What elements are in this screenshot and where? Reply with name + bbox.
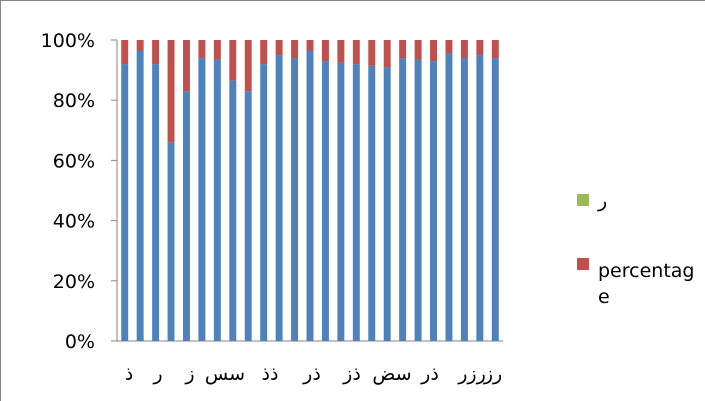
bar-segment-r [368,65,376,342]
bar-segment-percentage [399,40,407,59]
y-tick-label: 40% [53,211,95,233]
y-tick-label: 20% [53,271,95,293]
bar-segment-percentage [167,40,175,143]
bar-segment-r [460,58,468,342]
bar-segment-r [121,64,129,341]
bar-segment-r [430,61,437,341]
bar-segment-percentage [414,40,422,60]
bar-segment-percentage [291,40,299,59]
x-tick-label: ذذ [262,363,279,385]
bar-segment-percentage [275,40,283,56]
bar-segment-r [399,58,407,342]
x-tick-label: ذ [125,363,133,385]
bar-segment-percentage [121,40,129,65]
bar-segment-r [306,50,314,341]
legend-label-r: ر [597,190,607,212]
bar-segment-percentage [306,40,314,51]
bar-segment-percentage [476,40,484,56]
bar-segment-r [244,91,252,341]
legend-swatch-percentage [577,258,589,270]
x-tick-label: سس [205,363,245,385]
bar-segment-percentage [136,40,144,51]
bar-segment-percentage [152,40,160,65]
x-tick-label: ر [152,363,162,385]
bar-segment-r [445,53,453,342]
bar-series [121,40,499,342]
bar-segment-r [198,58,206,342]
bar-segment-percentage [321,40,329,62]
bar-segment-r [167,142,175,341]
x-tick-label: رزر [457,363,486,385]
legend: ر percentag e [577,190,694,308]
legend-label-percentage-line2: e [598,286,610,308]
y-tick-label: 0% [65,331,95,353]
x-tick-label: سض [372,363,411,385]
bar-segment-percentage [352,40,360,65]
bar-segment-r [414,59,422,341]
bar-segment-r [213,59,221,341]
bar-segment-r [337,62,345,341]
bar-segment-r [291,58,299,342]
bar-segment-r [260,64,268,341]
bar-segment-r [352,64,360,341]
bar-segment-percentage [337,40,345,63]
y-tick-label: 60% [53,150,95,172]
bar-segment-percentage [229,40,237,81]
y-axis-ticks: 0% 20% 40% 60% 80% 100% [41,30,117,353]
bar-segment-percentage [198,40,206,59]
bar-segment-percentage [244,40,252,92]
bar-segment-r [229,80,237,341]
bar-segment-percentage [183,40,190,92]
bar-segment-percentage [368,40,376,66]
bar-segment-r [321,61,329,341]
x-tick-label: ذر [420,363,439,385]
bar-segment-r [183,91,190,341]
x-tick-label: رز [483,363,502,385]
x-tick-label: ذر [302,363,321,385]
bar-segment-percentage [213,40,221,60]
bar-segment-percentage [445,40,453,54]
bar-segment-percentage [491,40,499,59]
bar-segment-r [491,58,499,342]
y-tick-label: 100% [41,30,95,52]
bar-segment-r [275,55,283,342]
bar-segment-r [136,50,144,341]
bar-segment-percentage [460,40,468,59]
bar-segment-r [476,55,484,342]
x-tick-label: ذز [342,363,361,385]
bar-segment-r [152,64,160,341]
legend-swatch-r [577,194,589,206]
x-tick-label: ز [184,363,194,385]
bar-segment-percentage [383,40,391,68]
bar-segment-percentage [430,40,437,62]
legend-label-percentage-line1: percentag [598,260,694,282]
bar-segment-percentage [260,40,268,65]
bar-segment-r [383,67,391,341]
y-tick-label: 80% [53,90,95,112]
